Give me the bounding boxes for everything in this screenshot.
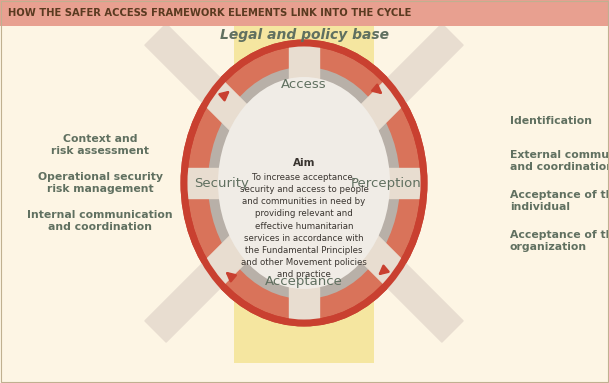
- Ellipse shape: [218, 77, 390, 289]
- Text: Aim: Aim: [293, 158, 315, 168]
- Bar: [0, 101, 609, 265]
- Text: Acceptance of the
organization: Acceptance of the organization: [510, 230, 609, 252]
- Text: Context and
risk assessment: Context and risk assessment: [51, 134, 149, 156]
- Text: Acceptance of the
individual: Acceptance of the individual: [510, 190, 609, 212]
- Text: Perception: Perception: [351, 177, 421, 190]
- Bar: [0, 0, 609, 26]
- Polygon shape: [374, 26, 609, 363]
- Bar: [232, 26, 376, 363]
- Ellipse shape: [184, 43, 424, 323]
- Bar: [0, 26, 609, 363]
- Polygon shape: [145, 24, 463, 342]
- Text: Internal communication
and coordination: Internal communication and coordination: [27, 210, 173, 232]
- Polygon shape: [289, 43, 319, 323]
- Bar: [414, 26, 609, 363]
- Text: Operational security
risk management: Operational security risk management: [38, 172, 163, 194]
- Polygon shape: [0, 103, 234, 363]
- Text: Legal and policy base: Legal and policy base: [219, 28, 389, 42]
- Text: External communication
and coordination: External communication and coordination: [510, 150, 609, 172]
- Polygon shape: [0, 26, 234, 363]
- Ellipse shape: [208, 67, 400, 299]
- Polygon shape: [145, 24, 463, 342]
- Bar: [0, 26, 195, 363]
- Polygon shape: [184, 168, 424, 198]
- Text: HOW THE SAFER ACCESS FRAMEWORK ELEMENTS LINK INTO THE CYCLE: HOW THE SAFER ACCESS FRAMEWORK ELEMENTS …: [8, 8, 411, 18]
- Bar: [0, 103, 609, 263]
- Polygon shape: [374, 103, 609, 363]
- Text: To increase acceptance,
security and access to people
and communities in need by: To increase acceptance, security and acc…: [239, 173, 368, 279]
- Text: Access: Access: [281, 79, 327, 92]
- Bar: [234, 26, 374, 363]
- Text: Acceptance: Acceptance: [265, 275, 343, 288]
- Text: Security: Security: [194, 177, 250, 190]
- Text: Identification: Identification: [510, 116, 592, 126]
